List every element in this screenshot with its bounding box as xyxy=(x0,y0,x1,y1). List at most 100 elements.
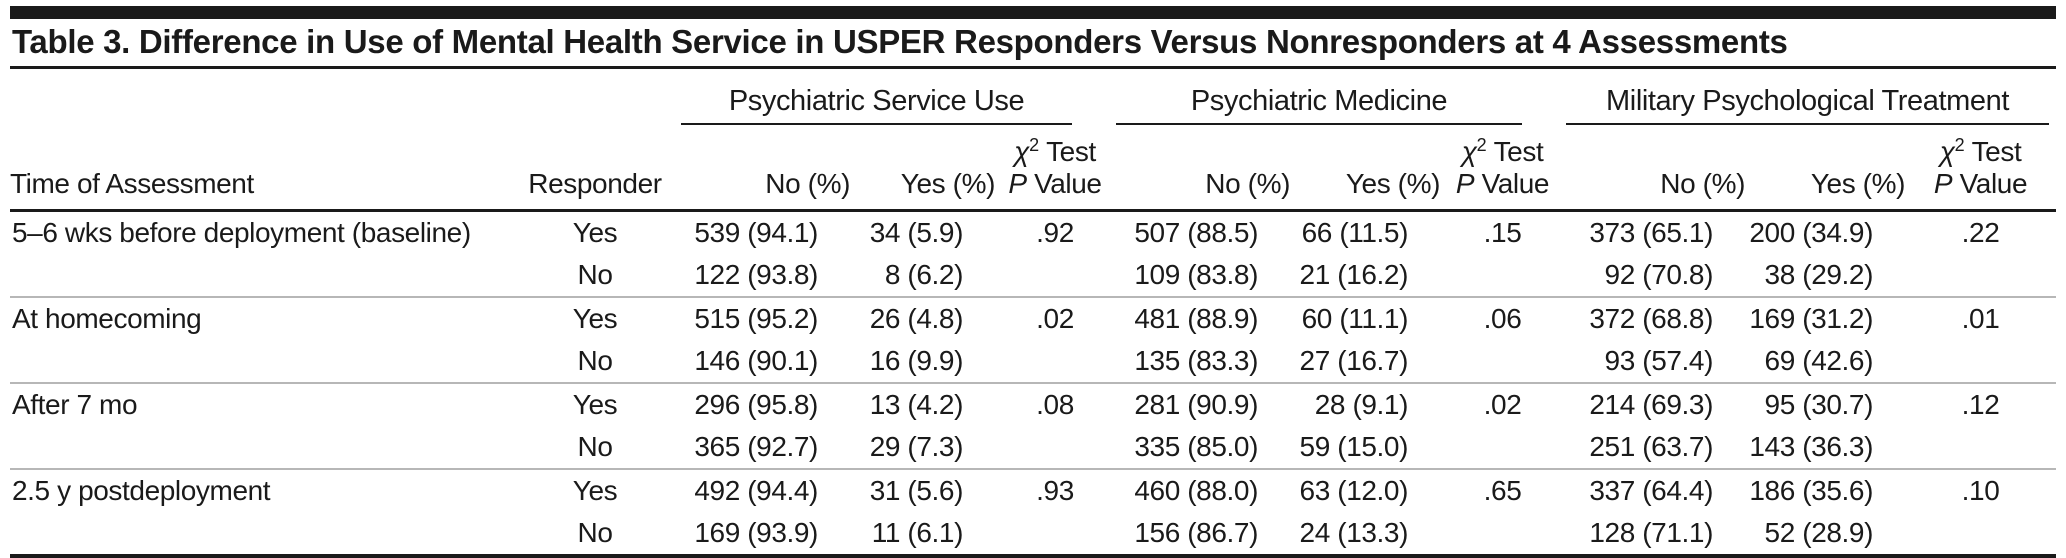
cell-pm-yes: 21 (16.2) xyxy=(1299,258,1409,290)
cell-mpt-yes: 38 (29.2) xyxy=(1764,258,1874,290)
cell-psu-pvalue: .92 xyxy=(1036,216,1074,248)
cell-psu-yes: 13 (4.2) xyxy=(850,381,995,426)
cell-psu-yes: 34 (5.9) xyxy=(869,216,964,248)
cell-time: After 7 mo xyxy=(10,381,510,426)
cell-pm-no: 335 (85.0) xyxy=(1134,430,1259,462)
cell-psu-yes: 29 (7.3) xyxy=(869,430,964,462)
col-header-responder: Responder xyxy=(510,126,680,212)
col-header-psu-no: No (%) xyxy=(680,126,850,212)
cell-responder: Yes xyxy=(510,381,680,426)
cell-pm-pvalue xyxy=(1440,511,1566,558)
cell-psu-pvalue xyxy=(995,254,1115,297)
cell-pm-pvalue xyxy=(1440,426,1565,469)
cell-pm-no: 156 (86.7) xyxy=(1115,511,1291,558)
table-row: No 146 (90.1) 16 (9.9) 135 (83.3) 27 (16… xyxy=(10,340,2056,383)
cell-time xyxy=(10,340,510,383)
cell-pm-pvalue: .15 xyxy=(1483,216,1522,248)
cell-mpt-yes: 143 (36.3) xyxy=(1749,430,1874,462)
chi-symbol: χ xyxy=(1461,136,1477,168)
cell-pm-no: 507 (88.5) xyxy=(1134,216,1259,248)
cell-pm-yes: 28 (9.1) xyxy=(1290,381,1441,426)
chi-symbol: χ xyxy=(1939,136,1955,168)
table-row: At homecoming Yes 515 (95.2) 26 (4.8) .0… xyxy=(10,295,2057,340)
cell-mpt-no: 128 (71.1) xyxy=(1565,511,1746,558)
col-header-pm-yes: Yes (%) xyxy=(1290,126,1440,212)
chi-superscript: 2 xyxy=(1954,135,1965,156)
cell-psu-no: 169 (93.9) xyxy=(680,511,850,558)
col-header-time: Time of Assessment xyxy=(10,126,510,212)
cell-mpt-pvalue xyxy=(1905,340,2056,383)
chi-test-label: Test xyxy=(1486,136,1544,168)
cell-pm-pvalue: .06 xyxy=(1440,295,1566,340)
col-header-pm-no: No (%) xyxy=(1115,126,1290,212)
cell-psu-pvalue: .93 xyxy=(995,467,1116,512)
cell-time: 5–6 wks before deployment (baseline) xyxy=(12,216,471,248)
cell-psu-yes: 31 (5.6) xyxy=(850,467,995,512)
col-header-pm-pvalue: χ2 Test P Value xyxy=(1440,126,1566,212)
header-spacer xyxy=(10,69,680,126)
col-header-mpt-yes: Yes (%) xyxy=(1745,126,1905,212)
table-title: Table 3. Difference in Use of Mental Hea… xyxy=(10,19,2056,70)
p-value-label: Value xyxy=(1952,168,2028,200)
cell-psu-pvalue: .02 xyxy=(995,295,1116,340)
chi-test-label: Test xyxy=(1038,136,1096,168)
cell-psu-no: 492 (94.4) xyxy=(680,467,850,512)
cell-time xyxy=(10,426,510,469)
table-row: No 365 (92.7) 29 (7.3) 335 (85.0) 59 (15… xyxy=(10,426,2056,469)
cell-psu-no: 515 (95.2) xyxy=(680,295,850,340)
cell-pm-yes: 27 (16.7) xyxy=(1299,344,1409,376)
cell-psu-pvalue xyxy=(995,340,1115,383)
cell-mpt-yes: 200 (34.9) xyxy=(1749,216,1874,248)
group-header-psychiatric-medicine: Psychiatric Medicine xyxy=(1115,69,1565,126)
cell-pm-yes: 24 (13.3) xyxy=(1290,511,1441,558)
cell-time: 2.5 y postdeployment xyxy=(10,467,510,512)
cell-mpt-pvalue: .01 xyxy=(1905,295,2057,340)
p-value-label: Value xyxy=(1474,168,1550,200)
cell-psu-no: 122 (93.8) xyxy=(694,258,818,290)
cell-responder: No xyxy=(577,258,613,290)
cell-mpt-pvalue xyxy=(1905,511,2057,558)
column-header-row: Time of Assessment Responder No (%) Yes … xyxy=(10,126,2057,212)
cell-pm-pvalue: .65 xyxy=(1440,467,1566,512)
cell-pm-no: 460 (88.0) xyxy=(1115,467,1291,512)
cell-responder: No xyxy=(577,344,613,376)
group-header-military-psychological-treatment: Military Psychological Treatment xyxy=(1565,69,2056,126)
cell-mpt-yes: 69 (42.6) xyxy=(1764,344,1874,376)
cell-psu-no: 539 (94.1) xyxy=(694,216,818,248)
cell-responder: No xyxy=(510,511,680,558)
cell-psu-yes: 8 (6.2) xyxy=(884,258,964,290)
p-symbol: P xyxy=(1008,168,1027,200)
cell-mpt-no: 372 (68.8) xyxy=(1565,295,1746,340)
cell-pm-yes: 66 (11.5) xyxy=(1301,216,1409,248)
cell-time: At homecoming xyxy=(10,295,510,340)
cell-mpt-pvalue: .10 xyxy=(1905,467,2057,512)
cell-responder: Yes xyxy=(572,216,618,248)
cell-mpt-pvalue: .22 xyxy=(1961,216,2000,248)
cell-psu-no: 365 (92.7) xyxy=(694,430,818,462)
col-header-mpt-pvalue: χ2 Test P Value xyxy=(1905,126,2057,212)
cell-mpt-yes: 52 (28.9) xyxy=(1745,511,1906,558)
cell-mpt-yes: 95 (30.7) xyxy=(1745,381,1906,426)
cell-pm-yes: 63 (12.0) xyxy=(1290,467,1441,512)
cell-responder: Yes xyxy=(510,295,680,340)
cell-pm-no: 135 (83.3) xyxy=(1134,344,1259,376)
chi-superscript: 2 xyxy=(1476,135,1487,156)
cell-pm-yes: 59 (15.0) xyxy=(1299,430,1409,462)
table-row: No 169 (93.9) 11 (6.1) 156 (86.7) 24 (13… xyxy=(10,511,2057,558)
cell-mpt-no: 92 (70.8) xyxy=(1604,258,1714,290)
cell-psu-yes: 26 (4.8) xyxy=(850,295,995,340)
cell-mpt-pvalue: .12 xyxy=(1905,381,2057,426)
data-table: Psychiatric Service Use Psychiatric Medi… xyxy=(10,69,2057,558)
cell-pm-yes: 60 (11.1) xyxy=(1290,295,1441,340)
chi-test-label: Test xyxy=(1964,136,2022,168)
table-top-rule xyxy=(10,6,2056,19)
group-label-psu: Psychiatric Service Use xyxy=(728,85,1025,118)
cell-psu-no: 146 (90.1) xyxy=(694,344,818,376)
cell-pm-no: 481 (88.9) xyxy=(1115,295,1291,340)
cell-responder: No xyxy=(577,430,613,462)
cell-psu-no: 296 (95.8) xyxy=(680,381,850,426)
cell-mpt-yes: 186 (35.6) xyxy=(1745,467,1906,512)
cell-psu-pvalue xyxy=(995,511,1116,558)
table-row: No 122 (93.8) 8 (6.2) 109 (83.8) 21 (16.… xyxy=(10,254,2056,297)
